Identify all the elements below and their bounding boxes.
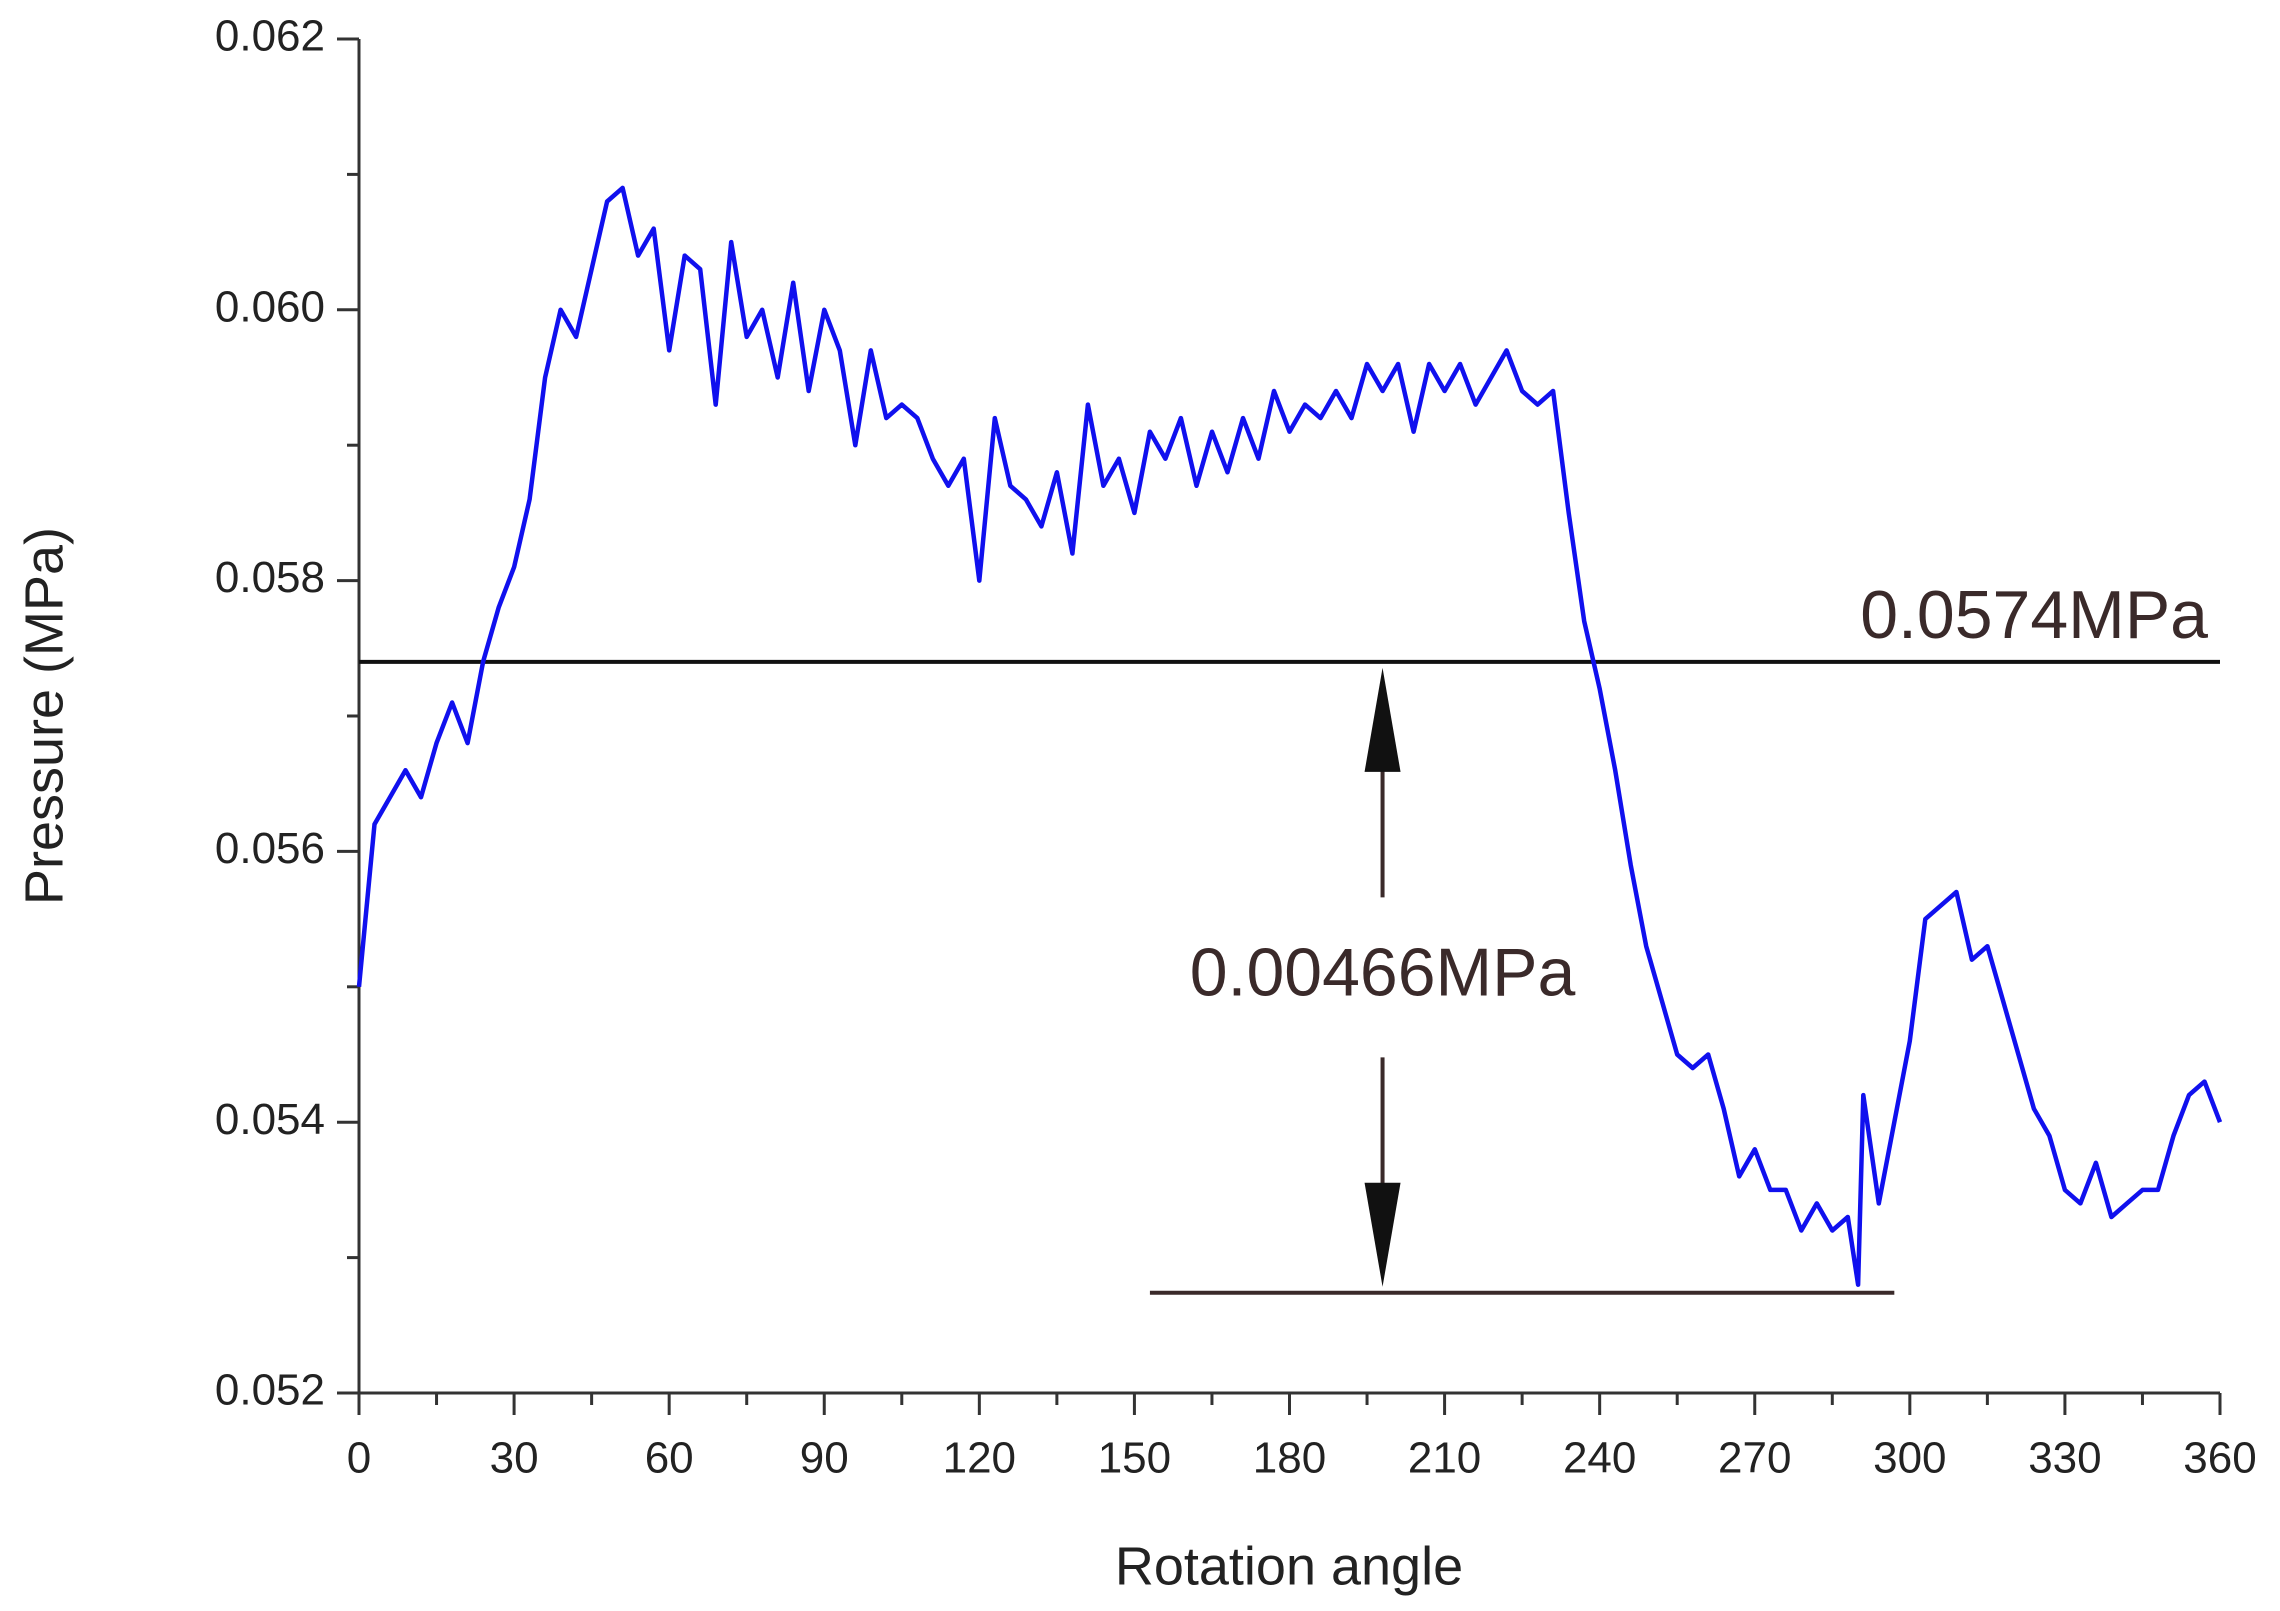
y-tick-label: 0.062 (215, 12, 325, 61)
x-tick-label: 360 (2183, 1434, 2256, 1483)
data-line (356, 185, 2223, 1287)
reference-label: 0.0574MPa (1860, 577, 2208, 653)
x-tick-label: 240 (1563, 1434, 1636, 1483)
y-tick-label: 0.052 (215, 1366, 325, 1415)
x-tick-label: 330 (2028, 1434, 2101, 1483)
y-tick-label: 0.058 (215, 553, 325, 602)
x-tick-label: 120 (943, 1434, 1016, 1483)
y-tick-label: 0.056 (215, 824, 325, 873)
y-tick-label: 0.060 (215, 282, 325, 331)
x-tick-label: 90 (800, 1434, 849, 1483)
x-tick-label: 60 (645, 1434, 694, 1483)
y-tick-label: 0.054 (215, 1095, 325, 1144)
difference-label: 0.00466MPa (1190, 934, 1576, 1010)
x-tick-label: 270 (1718, 1434, 1791, 1483)
y-axis-title: Pressure (MPa) (14, 527, 74, 905)
arrowhead-up (1364, 667, 1401, 772)
x-axis-title: Rotation angle (1115, 1536, 1463, 1596)
x-tick-label: 210 (1408, 1434, 1481, 1483)
x-tick-label: 180 (1253, 1434, 1326, 1483)
x-tick-label: 150 (1098, 1434, 1171, 1483)
x-tick-label: 0 (347, 1434, 371, 1483)
arrowhead-down (1364, 1182, 1401, 1287)
x-tick-label: 300 (1873, 1434, 1946, 1483)
x-tick-label: 30 (490, 1434, 539, 1483)
